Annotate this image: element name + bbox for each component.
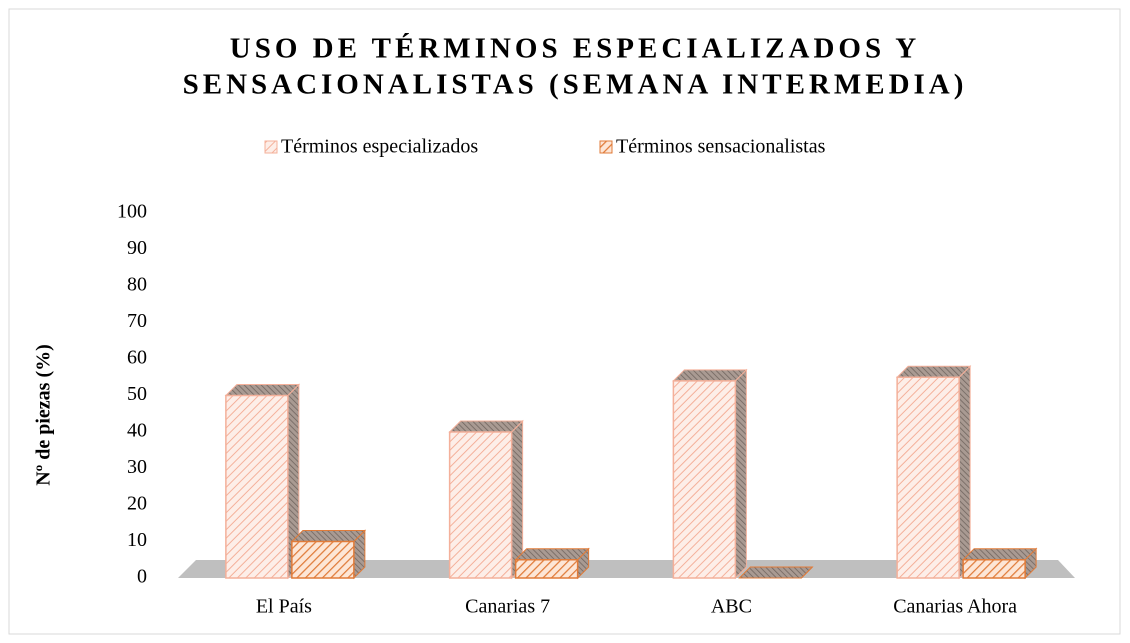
y-tick-label: 50	[127, 383, 147, 405]
y-tick-label: 70	[127, 310, 147, 332]
bar	[290, 529, 367, 580]
y-tick-label: 100	[117, 201, 147, 223]
y-tick-label: 40	[127, 420, 147, 442]
bar	[738, 566, 814, 579]
bar	[514, 547, 590, 580]
y-tick-label: 90	[127, 237, 147, 259]
y-tick-label: 0	[137, 566, 147, 588]
legend-label: Términos sensacionalistas	[616, 136, 826, 158]
chart-border	[8, 8, 1121, 635]
legend-swatch	[599, 140, 613, 154]
x-tick-label: ABC	[711, 596, 752, 618]
y-tick-label: 10	[127, 529, 147, 551]
y-tick-label: 60	[127, 347, 147, 369]
x-tick-label: Canarias 7	[465, 596, 550, 618]
legend-swatch	[264, 140, 278, 154]
chart-title: SENSACIONALISTAS (SEMANA INTERMEDIA)	[183, 69, 968, 101]
chart-title: USO DE TÉRMINOS ESPECIALIZADOS Y	[230, 32, 920, 65]
y-axis-label: Nº de piezas (%)	[33, 344, 55, 486]
floor	[178, 560, 1075, 578]
legend-label: Términos especializados	[281, 136, 478, 158]
bar	[224, 383, 301, 580]
bar	[448, 419, 524, 580]
y-tick-label: 30	[127, 456, 147, 478]
bar	[672, 368, 748, 580]
bar	[961, 547, 1038, 580]
y-tick-label: 20	[127, 493, 147, 515]
y-tick-label: 80	[127, 274, 147, 296]
x-tick-label: El País	[256, 596, 312, 618]
x-tick-label: Canarias Ahora	[893, 596, 1017, 618]
bar	[895, 365, 972, 580]
